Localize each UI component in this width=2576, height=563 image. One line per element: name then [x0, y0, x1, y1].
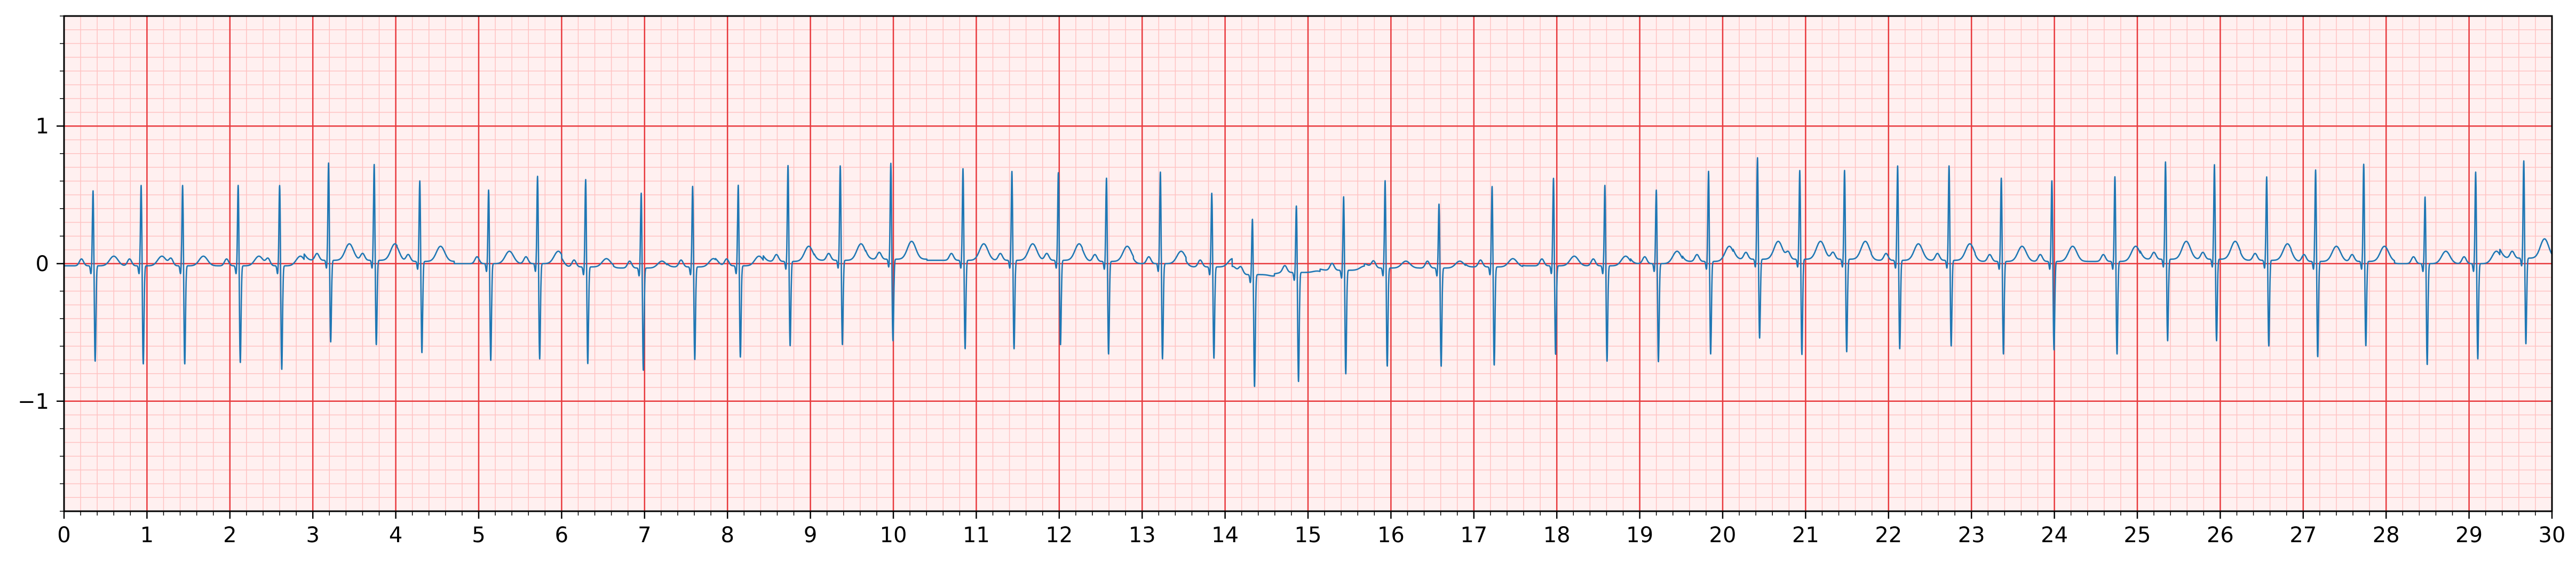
x-axis: 0 1 2 3 4 5 6 7 8 9 10 11 12 13 14 15 16 17 18 19 20 21 22 23 24… — [57, 511, 2565, 548]
x-tick-label: 24 — [2041, 523, 2068, 548]
x-tick-label: 26 — [2207, 523, 2234, 548]
x-tick-label: 20 — [1709, 523, 1737, 548]
x-tick-label: 23 — [1958, 523, 1985, 548]
x-tick-label: 30 — [2539, 523, 2566, 548]
x-tick-label: 3 — [306, 523, 319, 548]
x-tick-label: 29 — [2455, 523, 2483, 548]
x-tick-label: 15 — [1295, 523, 1322, 548]
x-tick-label: 27 — [2289, 523, 2317, 548]
x-tick-label: 28 — [2373, 523, 2400, 548]
x-tick-label: 1 — [140, 523, 154, 548]
x-tick-label: 4 — [389, 523, 402, 548]
y-tick-label: 1 — [36, 114, 49, 139]
x-tick-label: 18 — [1543, 523, 1571, 548]
x-tick-label: 7 — [638, 523, 651, 548]
x-tick-label: 17 — [1460, 523, 1487, 548]
x-tick-label: 9 — [804, 523, 817, 548]
x-tick-label: 2 — [223, 523, 236, 548]
x-tick-label: 6 — [555, 523, 568, 548]
x-tick-label: 8 — [720, 523, 734, 548]
x-tick-label: 10 — [880, 523, 907, 548]
x-tick-label: 13 — [1129, 523, 1156, 548]
x-tick-label: 0 — [57, 523, 70, 548]
x-tick-label: 16 — [1377, 523, 1405, 548]
y-axis: −1 0 1 — [18, 15, 64, 512]
y-tick-label: 0 — [36, 252, 49, 276]
x-tick-label: 12 — [1045, 523, 1073, 548]
x-tick-label: 22 — [1875, 523, 1902, 548]
x-tick-label: 11 — [963, 523, 990, 548]
x-tick-label: 19 — [1626, 523, 1653, 548]
y-tick-label: −1 — [18, 390, 49, 414]
x-tick-label: 21 — [1792, 523, 1819, 548]
ecg-trace — [64, 157, 2553, 387]
x-tick-label: 25 — [2124, 523, 2151, 548]
ecg-series-line — [64, 157, 2553, 387]
x-tick-label: 5 — [472, 523, 485, 548]
x-tick-label: 14 — [1211, 523, 1239, 548]
